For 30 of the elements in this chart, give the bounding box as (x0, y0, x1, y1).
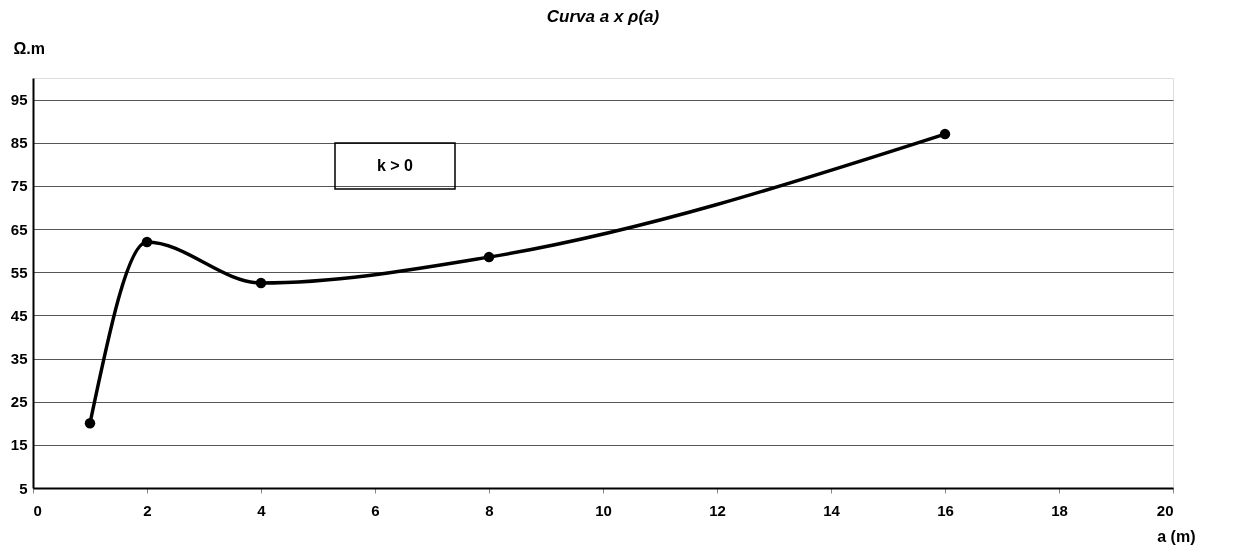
y-tick-label: 45 (10, 306, 28, 324)
y-tick-label: 85 (10, 134, 28, 152)
x-tick-label: 0 (33, 501, 42, 519)
x-tick-label: 14 (823, 501, 841, 519)
point (483, 251, 495, 263)
y-tick-label: 95 (10, 91, 28, 109)
x-tick-label: 10 (595, 501, 612, 519)
x-tick-label: 8 (485, 501, 494, 519)
y-tick-label: 5 (19, 479, 28, 497)
y-tick-label: 75 (10, 177, 28, 195)
chart-title: Curva a x ρ(a) (546, 7, 660, 26)
x-axis-title: a (m) (1157, 527, 1196, 545)
annotation: k > 0 (376, 157, 414, 174)
x-tick-label: 20 (1156, 501, 1174, 519)
y-tick-label: 25 (10, 393, 28, 411)
x-tick-label: 4 (257, 501, 267, 519)
point (939, 128, 951, 140)
x-tick-label: 6 (371, 501, 380, 519)
y-tick-label: 55 (10, 263, 28, 281)
x-tick-label: 2 (143, 501, 152, 519)
y-tick-label: 15 (10, 436, 28, 454)
y-tick-label: 65 (10, 220, 28, 238)
point (84, 418, 96, 429)
x-tick-label: 18 (1051, 501, 1068, 519)
point (141, 236, 153, 248)
x-tick-label: 16 (937, 501, 954, 519)
x-tick-label: 12 (709, 501, 726, 519)
point (255, 277, 267, 289)
y-axis-title: Ω.m (13, 39, 45, 57)
y-tick-label: 35 (10, 350, 28, 368)
